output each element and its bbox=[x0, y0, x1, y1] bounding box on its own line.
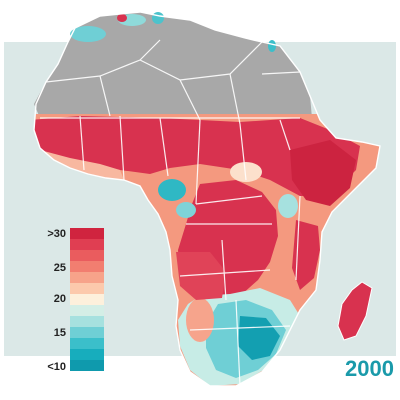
horn-hot-region bbox=[290, 140, 356, 206]
legend-swatch bbox=[70, 349, 104, 360]
legend-color-bar bbox=[70, 228, 104, 371]
central-pale-patch bbox=[230, 162, 262, 182]
tunisia-cool-patch bbox=[152, 12, 164, 24]
legend-swatch bbox=[70, 261, 104, 272]
legend-swatch bbox=[70, 250, 104, 261]
year-label: 2000 bbox=[345, 356, 394, 381]
southwest-warm-patch bbox=[186, 298, 214, 342]
legend-swatch bbox=[70, 228, 104, 239]
legend-swatch bbox=[70, 294, 104, 305]
legend-swatch bbox=[70, 360, 104, 371]
legend-label-15: 15 bbox=[53, 327, 66, 339]
gulf-cool-patch-2 bbox=[176, 202, 196, 218]
madagascar-island bbox=[337, 281, 373, 341]
legend-swatch bbox=[70, 305, 104, 316]
sahel-hot-band bbox=[34, 116, 360, 196]
lakes-cool-patch bbox=[278, 194, 298, 218]
east-hot-strip bbox=[292, 220, 320, 290]
africa-coastline bbox=[33, 11, 381, 387]
country-borders bbox=[40, 39, 301, 387]
legend-label-25: 25 bbox=[53, 262, 66, 274]
legend-swatch bbox=[70, 272, 104, 283]
north-africa-region bbox=[34, 12, 312, 124]
morocco-cool-patch bbox=[70, 26, 106, 42]
color-legend: >30 25 20 15 <10 bbox=[36, 228, 108, 374]
west-coast-warm bbox=[40, 150, 124, 180]
legend-swatch bbox=[70, 327, 104, 338]
legend-label-bottom: <10 bbox=[47, 361, 66, 373]
gulf-cool-patch bbox=[158, 179, 186, 201]
legend-swatch bbox=[70, 283, 104, 294]
egypt-cool-patch bbox=[268, 40, 276, 52]
legend-swatch bbox=[70, 239, 104, 250]
legend-swatch bbox=[70, 338, 104, 349]
north-hot-dot bbox=[117, 14, 127, 22]
legend-swatch bbox=[70, 316, 104, 327]
angola-hot-region bbox=[176, 252, 226, 300]
legend-label-20: 20 bbox=[53, 293, 66, 305]
legend-label-top: >30 bbox=[47, 228, 66, 240]
